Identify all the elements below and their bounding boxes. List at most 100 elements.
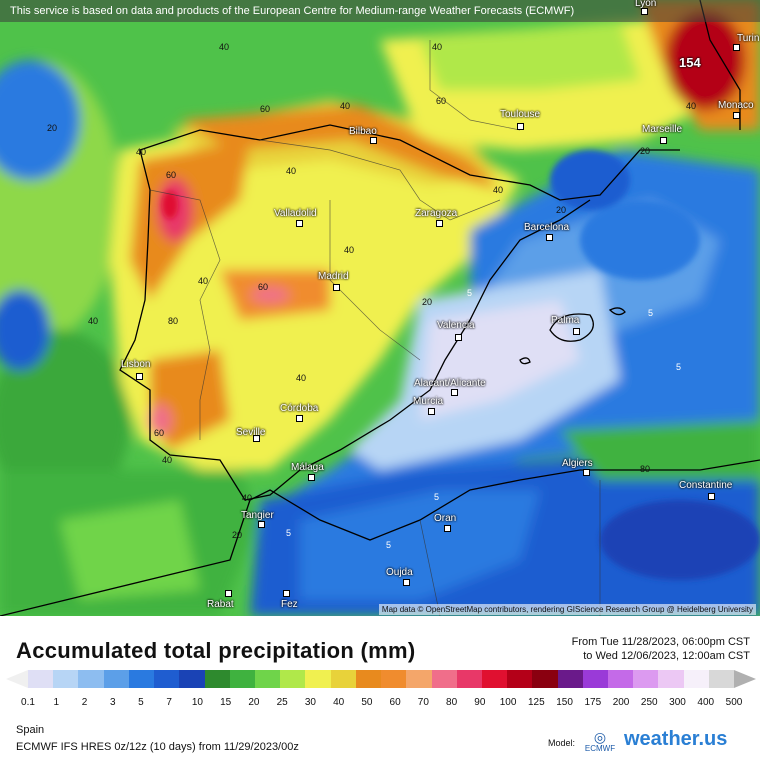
city-label-rabat: Rabat xyxy=(207,599,234,610)
ecmwf-logo-text: ECMWF xyxy=(584,744,616,753)
date-from: From Tue 11/28/2023, 06:00pm CST xyxy=(571,636,750,648)
legend-tick-label: 250 xyxy=(640,697,658,708)
contour-label: 20 xyxy=(47,123,58,133)
contour-label: 40 xyxy=(432,42,443,52)
legend-tick-label: 300 xyxy=(669,697,686,708)
city-marker xyxy=(546,234,553,241)
precipitation-map[interactable]: This service is based on data and produc… xyxy=(0,0,760,616)
contour-label: 60 xyxy=(154,428,165,438)
legend-swatch xyxy=(507,670,533,688)
contour-label: 60 xyxy=(258,282,269,292)
city-label-fez: Fez xyxy=(281,599,298,610)
city-label-monaco: Monaco xyxy=(718,100,754,111)
city-marker xyxy=(641,8,648,15)
legend-swatch xyxy=(608,670,634,688)
legend-swatch xyxy=(683,670,709,688)
map-credit: Map data © OpenStreetMap contributors, r… xyxy=(378,604,756,615)
city-marker xyxy=(258,521,265,528)
legend-tick-label: 2 xyxy=(81,697,88,708)
legend-swatch xyxy=(280,670,306,688)
contour-label: 5 xyxy=(434,492,440,502)
legend-tick-label: 30 xyxy=(304,697,316,708)
city-label-oran: Oran xyxy=(434,513,457,524)
city-marker xyxy=(444,525,451,532)
contour-label: 40 xyxy=(162,455,173,465)
legend-tick-label: 0.1 xyxy=(21,697,35,708)
color-legend xyxy=(6,670,756,688)
contour-label: 60 xyxy=(260,104,271,114)
city-label-zaragoza: Zaragoza xyxy=(415,208,458,219)
contour-label: 40 xyxy=(686,101,697,111)
legend-tick-label: 60 xyxy=(389,697,401,708)
legend-swatch xyxy=(78,670,104,688)
contour-label: 40 xyxy=(286,166,297,176)
city-label-oujda: Oujda xyxy=(386,567,413,578)
city-label-seville: Seville xyxy=(236,427,266,438)
contour-label: 60 xyxy=(166,170,177,180)
legend-tick-label: 5 xyxy=(138,697,144,708)
weather-us-logo[interactable]: weather.us xyxy=(624,728,727,751)
city-label-malaga: Málaga xyxy=(291,462,324,473)
contour-label: 40 xyxy=(296,373,307,383)
legend-swatch xyxy=(53,670,79,688)
map-title: Accumulated total precipitation (mm) xyxy=(16,638,416,663)
contour-label: 5 xyxy=(386,540,392,550)
max-value-label: 154 xyxy=(679,55,701,70)
ecmwf-logo[interactable]: ◎ ECMWF xyxy=(580,730,620,756)
legend-swatch xyxy=(355,670,382,688)
legend-tick-label: 500 xyxy=(725,697,743,708)
city-label-lyon: Lyon xyxy=(635,0,657,9)
city-label-tangier: Tangier xyxy=(241,510,274,521)
city-label-alicante: Alacant/Alicante xyxy=(414,378,486,389)
brand-name: weather. xyxy=(624,728,705,750)
legend-swatch xyxy=(128,670,155,688)
city-marker xyxy=(573,328,580,335)
city-marker xyxy=(403,579,410,586)
legend-swatch xyxy=(154,670,180,688)
city-label-lisbon: Lisbon xyxy=(121,359,151,370)
city-label-barcelona: Barcelona xyxy=(524,222,570,233)
city-label-valencia: Valencia xyxy=(437,320,475,331)
legend-swatch xyxy=(481,670,508,688)
legend-tick-label: 100 xyxy=(499,697,517,708)
city-marker xyxy=(136,373,143,380)
legend-tick-label: 90 xyxy=(474,697,486,708)
contour-label: 5 xyxy=(676,362,682,372)
region-label: Spain xyxy=(16,724,45,736)
city-label-algiers: Algiers xyxy=(562,458,593,469)
city-label-toulouse: Toulouse xyxy=(500,109,541,120)
city-marker xyxy=(370,137,377,144)
contour-label: 5 xyxy=(286,528,292,538)
legend-swatch xyxy=(708,670,735,688)
legend-swatch xyxy=(431,670,457,688)
model-run-label: ECMWF IFS HRES 0z/12z (10 days) from 11/… xyxy=(16,741,299,753)
legend-tick-label: 7 xyxy=(166,697,172,708)
legend-swatch xyxy=(305,670,331,688)
brand-suffix: us xyxy=(704,728,728,750)
city-marker xyxy=(436,220,443,227)
date-to: to Wed 12/06/2023, 12:00am CST xyxy=(583,650,750,662)
contour-label: 20 xyxy=(232,530,243,540)
city-marker xyxy=(660,137,667,144)
contour-label: 40 xyxy=(88,316,99,326)
contour-label: 60 xyxy=(436,96,447,106)
contour-label: 40 xyxy=(219,42,230,52)
legend-swatch xyxy=(381,670,407,688)
borders xyxy=(149,40,601,616)
legend-tick-label: 10 xyxy=(191,697,203,708)
city-marker xyxy=(283,590,290,597)
contour-label: 40 xyxy=(493,185,504,195)
city-marker xyxy=(733,44,740,51)
legend-tick-label: 25 xyxy=(276,697,288,708)
legend-tick-label: 70 xyxy=(417,697,429,708)
city-marker xyxy=(517,123,524,130)
contour-label: 80 xyxy=(640,464,651,474)
ecmwf-icon: ◎ xyxy=(593,729,607,745)
city-label-turin: Turin xyxy=(737,33,760,44)
contour-label: 20 xyxy=(422,297,433,307)
contour-label: 5 xyxy=(467,288,473,298)
legend-swatch xyxy=(658,670,684,688)
city-label-palma: Palma xyxy=(551,315,580,326)
legend-tick-label: 3 xyxy=(109,697,116,708)
contour-label: 5 xyxy=(648,308,654,318)
